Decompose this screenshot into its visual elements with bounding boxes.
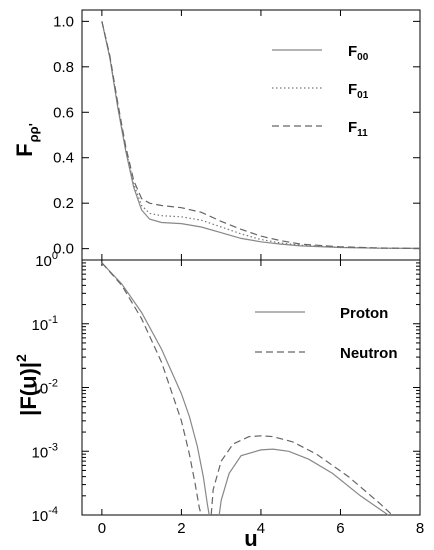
top-series-line-00 xyxy=(101,21,421,249)
bottom-series-line-neutron-a xyxy=(101,262,202,516)
top-series-line-11 xyxy=(101,21,421,249)
top-legend-label-11: F11 xyxy=(348,119,368,139)
bottom-legend-label-neutron: Neutron xyxy=(340,345,398,362)
x-tick-label-4: 8 xyxy=(416,520,424,537)
svg-text:|F(u)|2: |F(u)|2 xyxy=(13,354,41,416)
bottom-y-tick-label-0: 100 xyxy=(35,250,58,270)
bottom-series-line-proton-a xyxy=(101,262,210,516)
bottom-y-ticks: 100 10-1 10-2 10-3 10-4 xyxy=(32,250,420,525)
top-legend-label-01: F01 xyxy=(348,81,369,101)
top-legend: F00 F01 F11 xyxy=(272,43,369,139)
bottom-y-axis-title: |F(u)|2 xyxy=(13,354,41,416)
top-y-tick-label-1: 0.2 xyxy=(53,195,74,212)
bottom-y-axis-title-sup: 2 xyxy=(13,354,29,362)
x-tick-label-0: 0 xyxy=(98,520,106,537)
bottom-legend-label-proton: Proton xyxy=(340,305,388,322)
top-legend-label-00: F00 xyxy=(348,43,369,63)
top-y-axis-title-sub: ρρ' xyxy=(26,123,41,142)
top-y-tick-label-5: 1.0 xyxy=(53,13,74,30)
top-series-group xyxy=(101,21,421,249)
bottom-series-group xyxy=(101,262,393,516)
bottom-series-line-proton-b xyxy=(218,448,389,516)
top-y-tick-label-0: 0.0 xyxy=(53,241,74,258)
top-y-ticks: 0.0 0.2 0.4 0.6 0.8 1.0 xyxy=(53,13,420,258)
top-y-tick-label-4: 0.8 xyxy=(53,59,74,76)
bottom-x-ticks: 0 2 4 6 8 xyxy=(98,260,424,537)
bottom-plot-frame xyxy=(81,259,421,516)
bottom-series-line-neutron-b xyxy=(210,435,393,516)
x-tick-label-2: 4 xyxy=(257,520,265,537)
bottom-y-tick-label-1: 10-1 xyxy=(32,314,58,334)
bottom-y-tick-label-4: 10-4 xyxy=(32,505,58,525)
top-y-tick-label-3: 0.6 xyxy=(53,104,74,121)
bottom-y-axis-title-main: |F(u)| xyxy=(16,362,41,416)
top-series-line-01 xyxy=(101,21,421,249)
top-plot-frame xyxy=(81,9,421,261)
svg-text:Fρρ': Fρρ' xyxy=(12,123,41,157)
top-panel: 0.0 0.2 0.4 0.6 0.8 1.0 Fρρ' F00 F01 F11 xyxy=(12,9,421,261)
top-x-ticks xyxy=(101,10,421,260)
top-y-axis-title: Fρρ' xyxy=(12,123,41,157)
x-tick-label-3: 6 xyxy=(336,520,344,537)
top-y-axis-title-main: F xyxy=(12,143,37,156)
top-y-tick-label-2: 0.4 xyxy=(53,150,74,167)
bottom-y-tick-label-3: 10-3 xyxy=(32,441,58,461)
x-tick-label-1: 2 xyxy=(177,520,185,537)
bottom-legend: Proton Neutron xyxy=(255,305,398,362)
x-axis-title: u xyxy=(244,526,257,550)
bottom-y-tick-label-2: 10-2 xyxy=(32,378,58,398)
